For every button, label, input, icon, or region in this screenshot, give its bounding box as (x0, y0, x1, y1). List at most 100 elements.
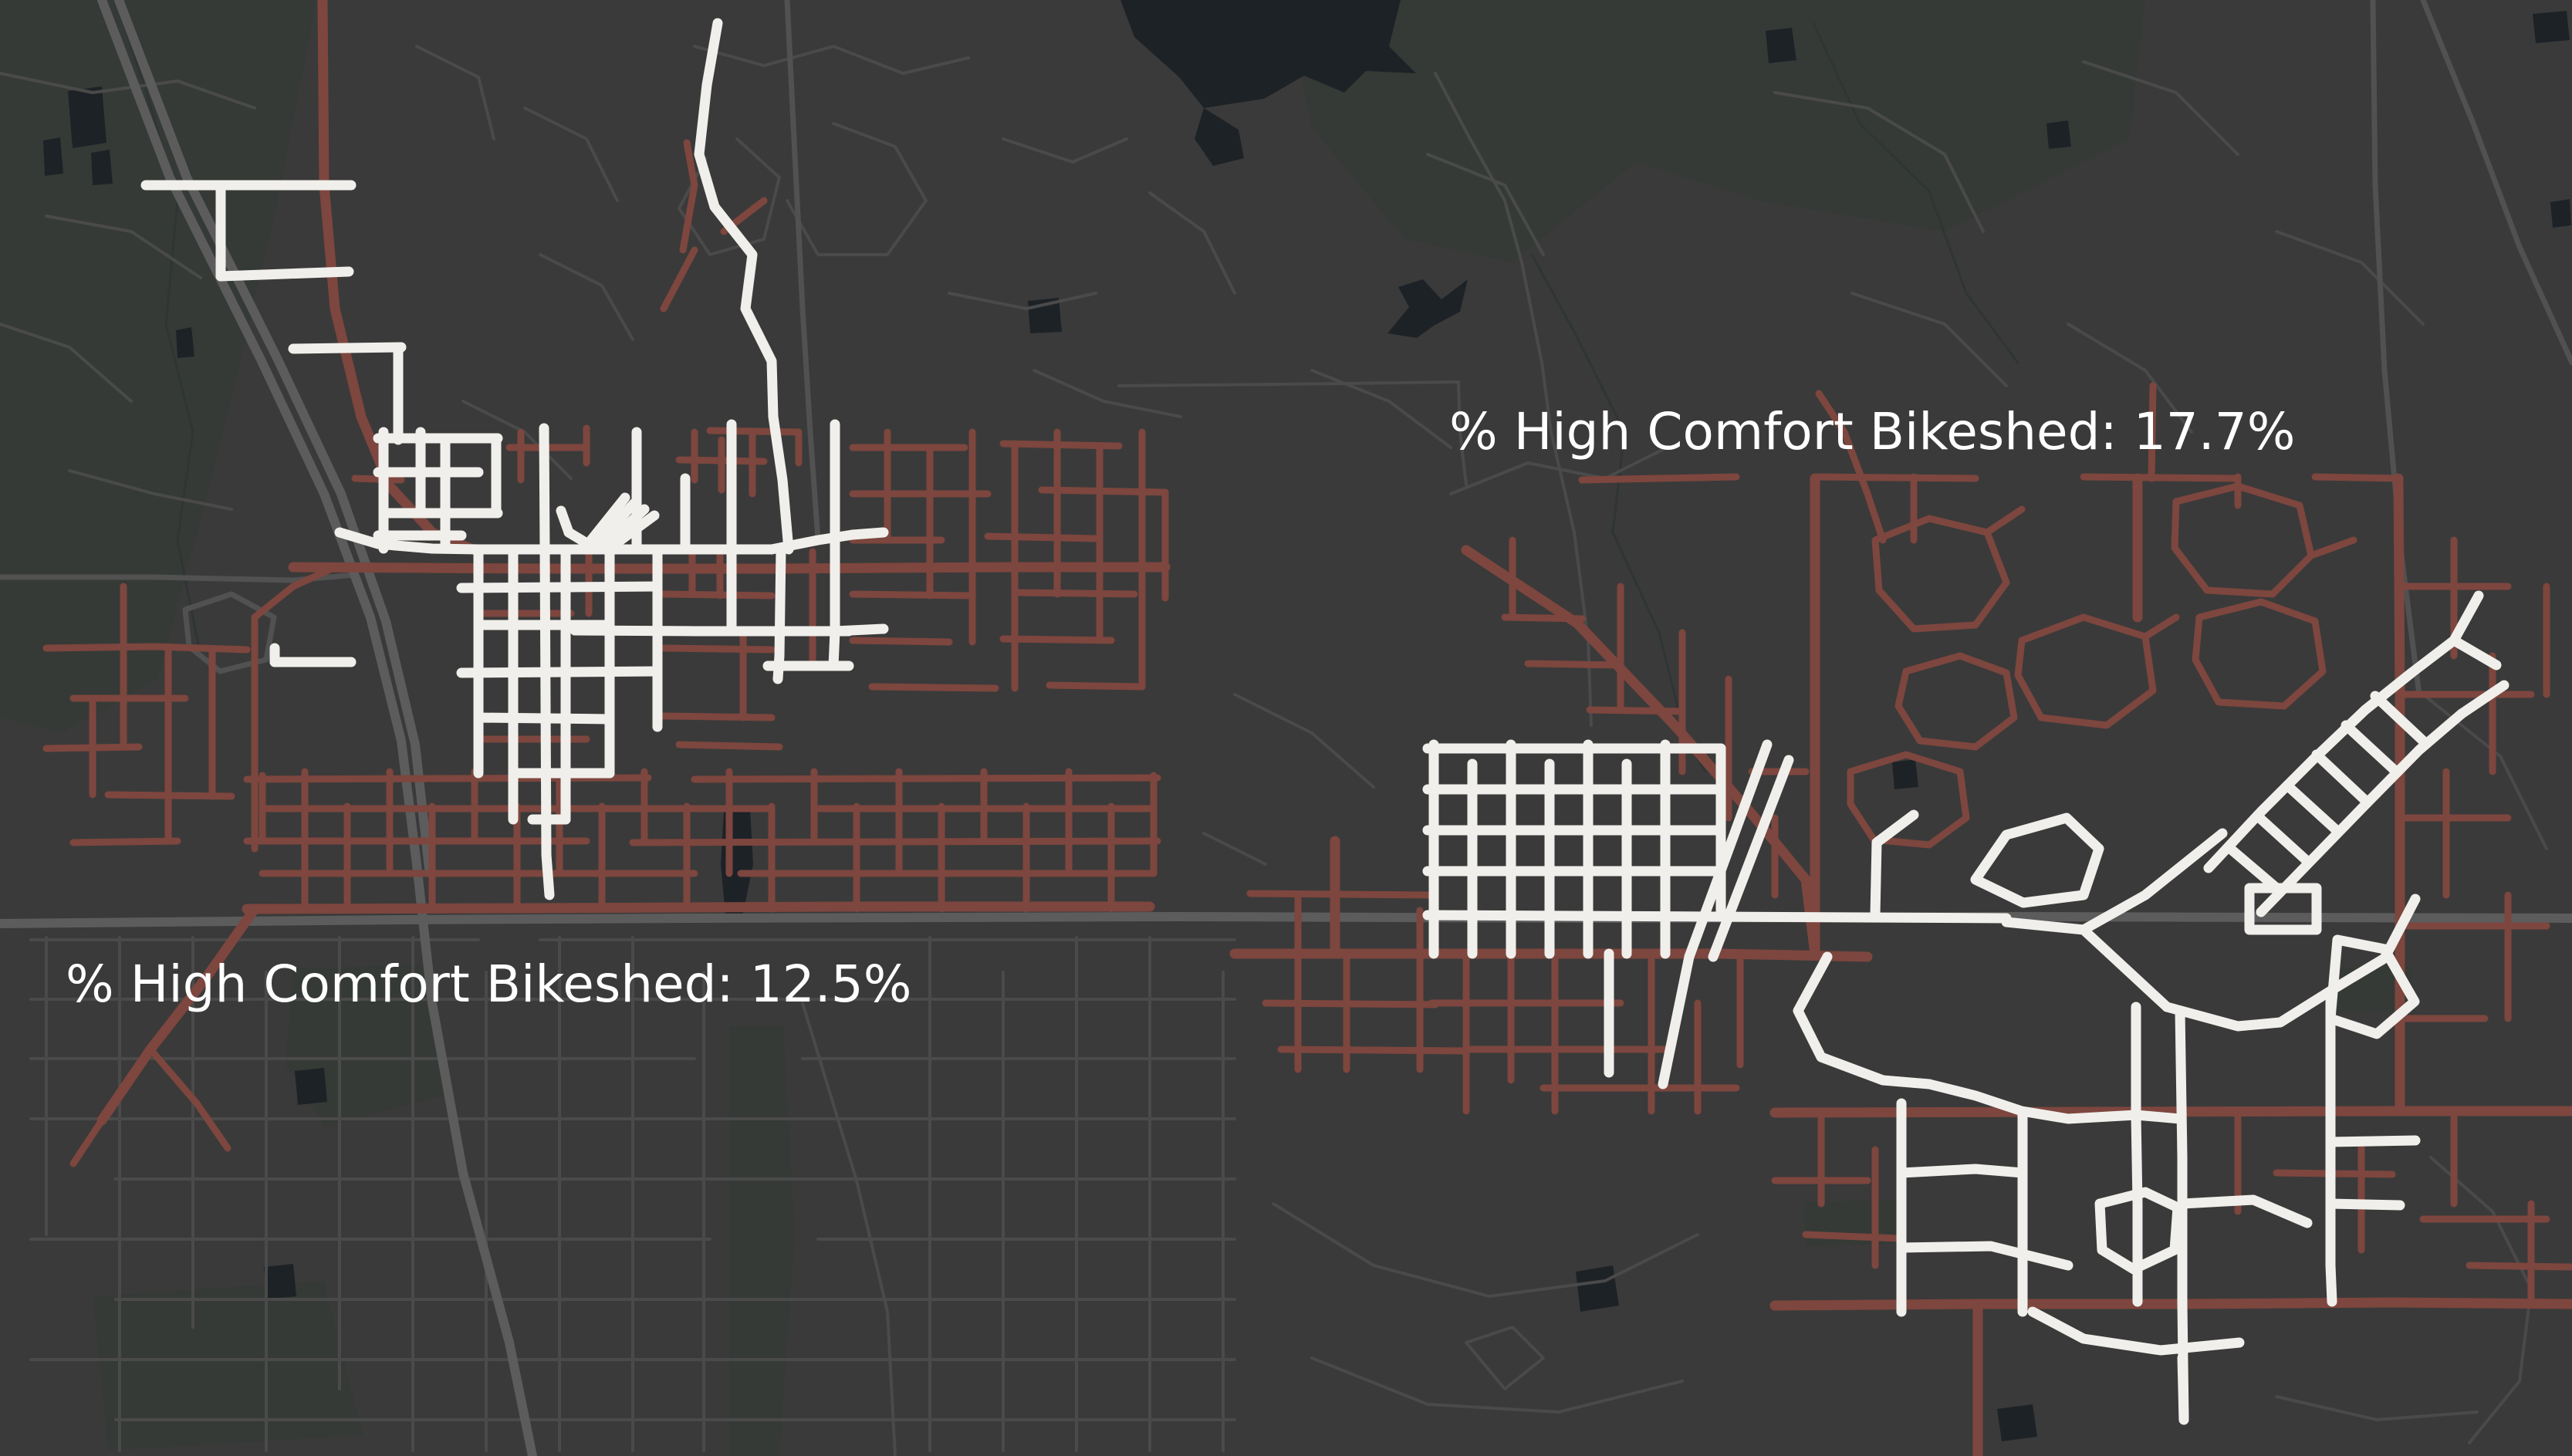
white-high-comfort-network-segment (1896, 1241, 2073, 1271)
water-and-buildings-shape (1892, 759, 1918, 789)
water-and-buildings-shape (1576, 1265, 1619, 1312)
white-high-comfort-network-segment (772, 544, 786, 684)
red-minor-streets-segment (147, 1046, 232, 1152)
water-and-buildings-shape (295, 1068, 327, 1105)
red-minor-streets-segment (1046, 681, 1146, 691)
white-high-comfort-network-segment (583, 492, 630, 549)
gray-minor-roads-segment (693, 45, 970, 75)
red-minor-streets-segment (1815, 390, 1887, 544)
gray-minor-roads-segment (1202, 832, 1267, 866)
water-and-buildings-shape (264, 1264, 296, 1299)
terrain-patches-shape (93, 1281, 363, 1451)
red-minor-streets-segment (675, 741, 783, 751)
gray-medium-roads-segment (2420, 0, 2572, 366)
gray-minor-roads-segment (523, 106, 619, 202)
gray-minor-roads-segment (1310, 1356, 1684, 1414)
white-high-comfort-network-segment (2311, 749, 2373, 808)
white-high-comfort-network-segment (828, 419, 840, 671)
white-high-comfort-network-segment (589, 498, 640, 552)
gray-minor-roads-segment (2067, 323, 2193, 434)
gray-minor-roads-segment (2275, 230, 2425, 326)
red-minor-streets-segment (2311, 473, 2404, 482)
red-minor-streets-segment (1277, 1046, 1470, 1055)
red-minor-streets-segment (679, 139, 698, 254)
gray-minor-roads-segment (1033, 369, 1182, 418)
red-minor-streets-segment (660, 644, 776, 654)
gray-minor-roads-segment (2275, 1395, 2479, 1421)
red-minor-streets-segment (251, 565, 336, 621)
red-minor-streets-segment (999, 635, 1115, 644)
red-minor-streets-segment (2307, 536, 2357, 559)
white-high-comfort-network-segment (2131, 1110, 2143, 1307)
red-minor-streets-segment (1246, 890, 1435, 899)
white-high-comfort-network-segment (1684, 739, 1773, 962)
red-major-streets-segment (1769, 1106, 2572, 1118)
water-and-buildings-shape (176, 327, 194, 358)
gray-minor-roads-segment (1426, 153, 1545, 256)
white-high-comfort-network-segment (1793, 951, 1935, 1089)
white-high-comfort-network-segment (597, 504, 650, 553)
red-minor-streets-segment (1262, 999, 1439, 1008)
water-and-buildings-shape (2550, 199, 2571, 228)
white-high-comfort-network (140, 18, 2509, 1425)
gray-minor-roads-segment (461, 400, 573, 480)
red-major-streets-segment (1461, 545, 1820, 959)
gray-minor-roads-segment (1457, 380, 1468, 486)
red-minor-streets-segment (1524, 660, 1624, 669)
red-minor-streets (42, 139, 2572, 1308)
gray-minor-roads-segment (1773, 91, 1985, 233)
red-minor-streets-segment (675, 456, 768, 465)
white-high-comfort-network-segment (2131, 1110, 2185, 1124)
red-minor-streets-segment (1871, 515, 2010, 633)
red-minor-streets-segment (1015, 589, 1138, 598)
white-high-comfort-network-segment (2244, 883, 2322, 935)
water-and-buildings-shape (1997, 1404, 2037, 1441)
white-high-comfort-network-segment (2449, 590, 2484, 646)
red-minor-streets-segment (2466, 1262, 2572, 1271)
white-high-comfort-network-segment (2325, 1198, 2405, 1211)
red-minor-streets-segment (1578, 473, 1740, 484)
red-minor-streets-segment (69, 1116, 106, 1167)
red-minor-streets-segment (849, 590, 976, 600)
red-minor-streets-segment (2192, 598, 2327, 710)
white-high-comfort-network-segment (2161, 981, 2344, 1032)
red-minor-streets-segment (2080, 473, 2242, 482)
gray-minor-roads-segment (948, 292, 1097, 310)
white-high-comfort-network-segment (1708, 755, 1794, 962)
white-high-comfort-network-segment (2177, 1353, 2189, 1425)
white-high-comfort-network-segment (215, 266, 354, 282)
white-high-comfort-network-segment (2325, 996, 2337, 1307)
white-high-comfort-network-segment (2456, 680, 2509, 719)
white-high-comfort-network-segment (603, 510, 660, 555)
gray-minor-roads-segment (45, 215, 202, 279)
gray-minor-roads-segment (0, 323, 133, 403)
white-high-comfort-network-segment (288, 342, 407, 354)
red-major-streets-segment (1769, 1297, 2572, 1311)
red-minor-streets-segment (2171, 482, 2315, 598)
gray-medium-roads-segment (2370, 0, 2422, 698)
red-minor-streets-segment (1894, 652, 2018, 751)
gray-minor-roads-segment (1520, 261, 1593, 727)
water-and-buildings-shape (43, 137, 63, 176)
red-minor-streets-segment (1983, 505, 2026, 536)
red-minor-streets-segment (868, 683, 999, 692)
gray-medium-roads-segment (0, 572, 358, 583)
white-high-comfort-network-segment (539, 423, 555, 900)
gray-medium-roads-segment (784, 0, 821, 543)
water-and-buildings-shape (91, 150, 113, 185)
gray-minor-roads-segment (1465, 1326, 1545, 1390)
red-minor-streets-segment (849, 637, 953, 646)
white-high-comfort-network-segment (456, 581, 663, 593)
terrain-patches-shape (1636, 0, 2145, 231)
red-minor-streets-segment (629, 837, 1161, 846)
gray-minor-roads-segment (539, 253, 634, 341)
red-major-streets-segment (242, 901, 1155, 914)
gray-major-roads-segment (114, 0, 434, 873)
white-high-comfort-network-segment (694, 18, 794, 555)
red-minor-streets-segment (1802, 1231, 1902, 1242)
water-and-buildings-shape (2533, 11, 2570, 43)
water-and-buildings-shape (1766, 28, 1796, 63)
